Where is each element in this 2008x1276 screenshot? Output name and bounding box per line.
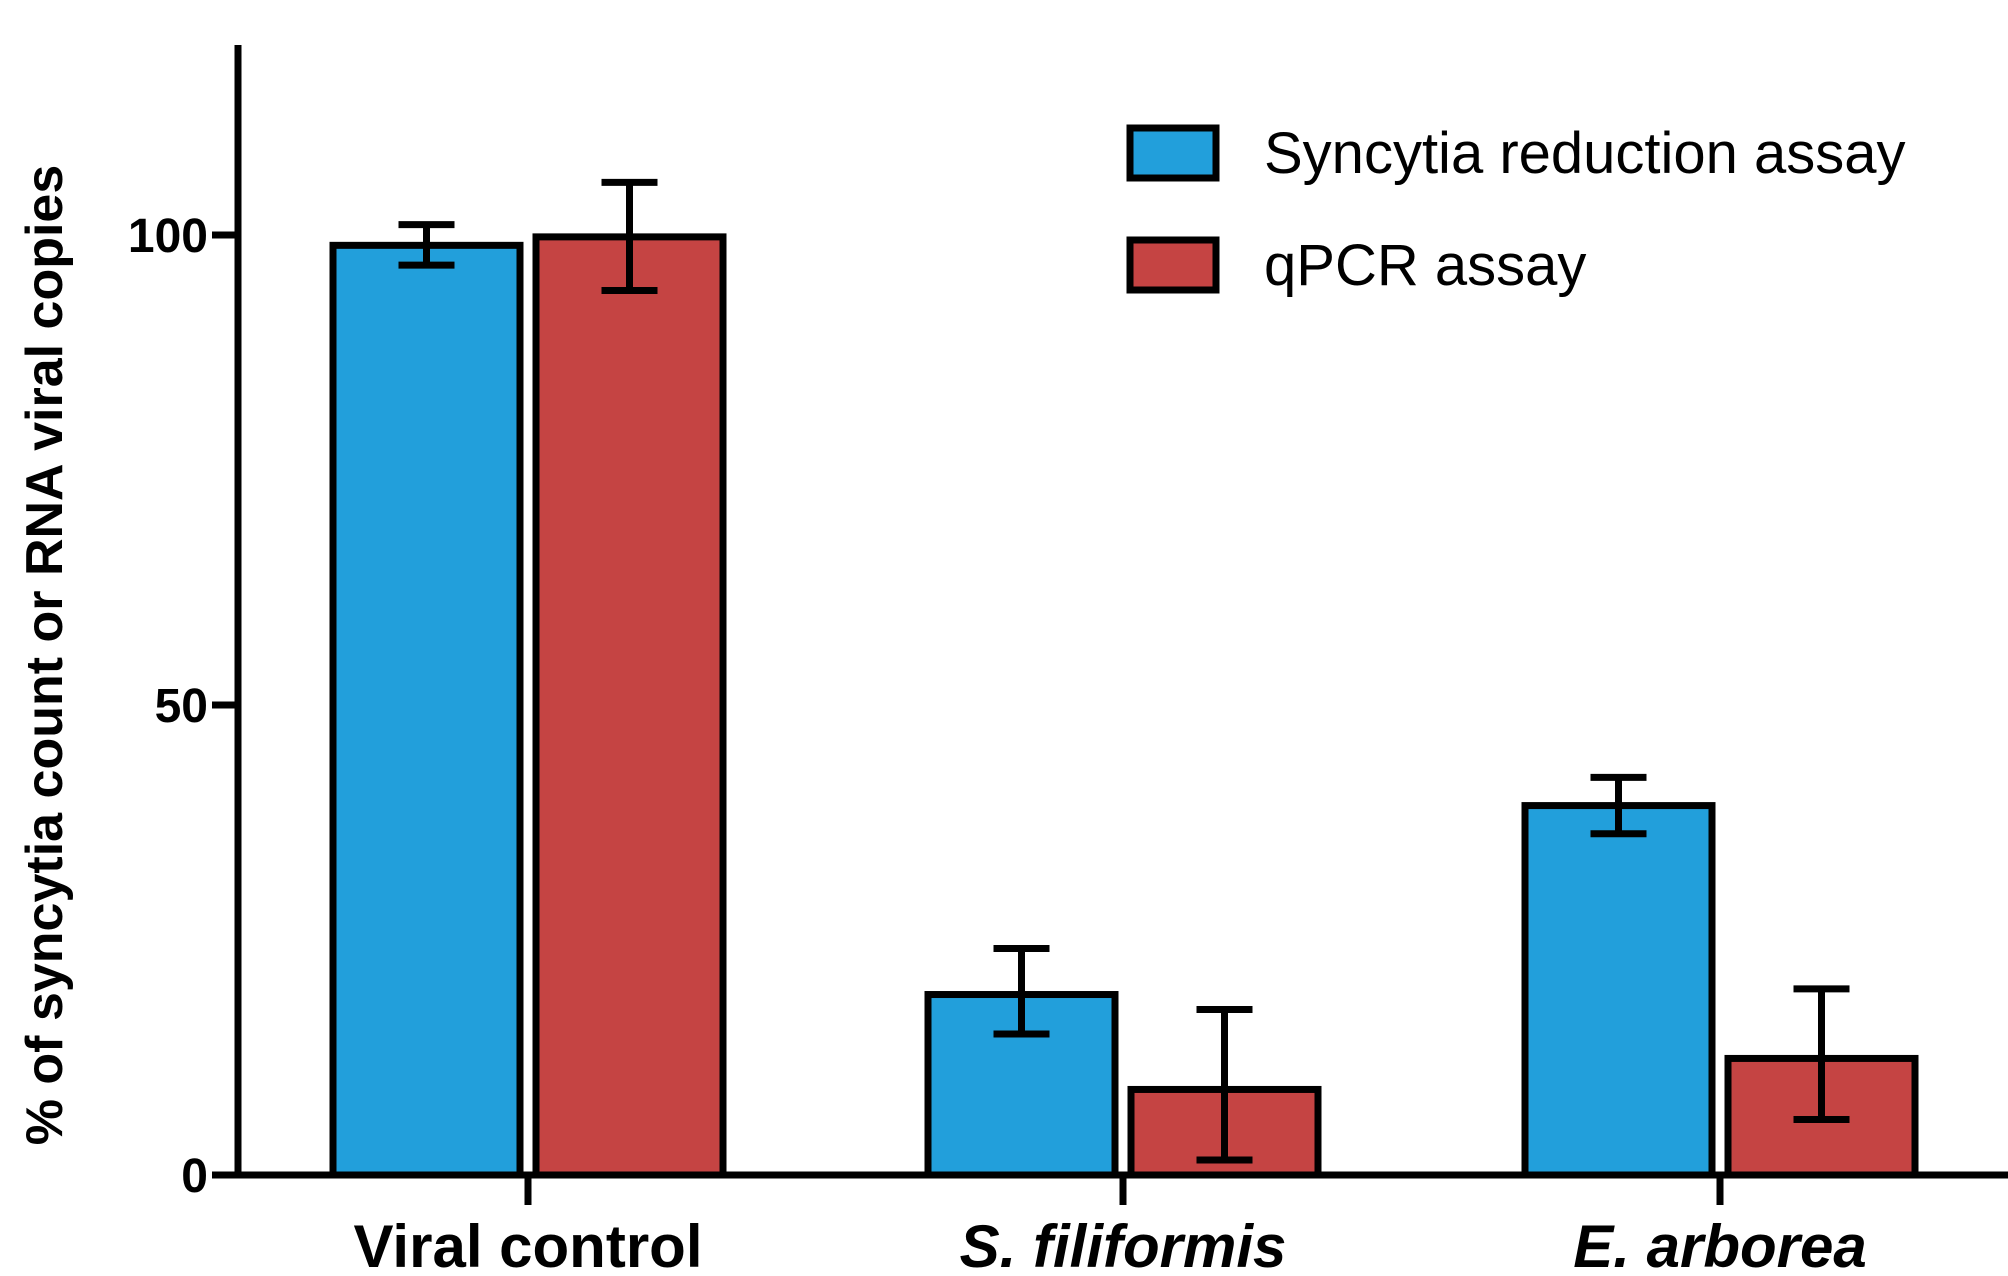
y-tick-label: 50 xyxy=(155,680,208,733)
legend-label: qPCR assay xyxy=(1264,233,1586,298)
x-tick-label: S. filiformis xyxy=(960,1213,1287,1276)
x-tick-label: Viral control xyxy=(354,1213,703,1276)
x-tick-label: E. arborea xyxy=(1573,1213,1866,1276)
bar xyxy=(532,233,727,1179)
legend-swatch xyxy=(1126,236,1220,294)
bar xyxy=(1521,802,1716,1179)
y-tick-label: 0 xyxy=(181,1150,208,1203)
legend-label: Syncytia reduction assay xyxy=(1264,121,1906,186)
bar xyxy=(329,241,524,1179)
y-tick-label: 100 xyxy=(128,210,208,263)
legend-swatch xyxy=(1126,124,1220,182)
y-axis-title: % of syncytia count or RNA viral copies xyxy=(16,165,74,1146)
